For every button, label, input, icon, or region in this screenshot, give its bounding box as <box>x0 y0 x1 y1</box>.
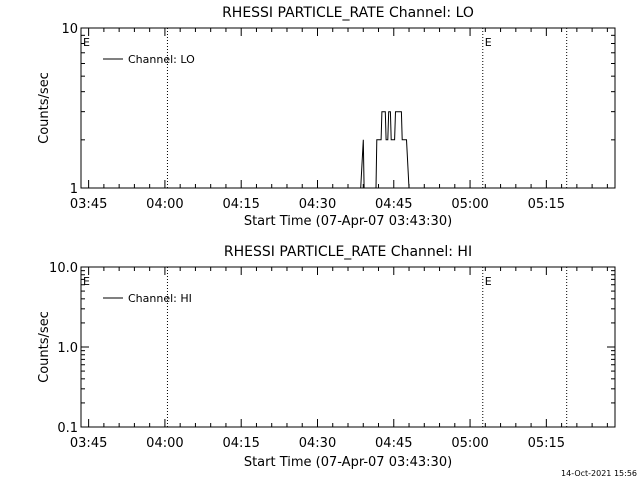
x-tick-label: 03:45 <box>70 197 107 212</box>
x-axis-label: Start Time (07-Apr-07 03:43:30) <box>244 214 452 229</box>
y-tick-label: 1 <box>70 182 78 197</box>
x-tick-label: 05:00 <box>451 436 488 451</box>
plot-frame <box>80 266 616 428</box>
x-tick-label: 05:00 <box>451 197 488 212</box>
plot-timestamp: 14-Oct-2021 15:56 <box>561 469 637 478</box>
y-axis-label: Counts/sec <box>37 311 52 383</box>
chart-title: RHESSI PARTICLE_RATE Channel: LO <box>222 5 474 21</box>
legend-label: Channel: HI <box>128 292 192 305</box>
x-tick-label: 04:30 <box>299 436 336 451</box>
x-tick-label: 04:00 <box>146 436 183 451</box>
event-marker-label: E <box>485 36 492 49</box>
y-axis-label: Counts/sec <box>37 72 52 144</box>
x-tick-label: 04:30 <box>299 197 336 212</box>
x-axis-label: Start Time (07-Apr-07 03:43:30) <box>244 455 452 470</box>
hi-channel-panel: RHESSI PARTICLE_RATE Channel: HI 0.1 1.0 10… <box>37 244 616 470</box>
y-tick-label: 10 <box>61 22 78 37</box>
x-tick-label: 04:15 <box>222 197 259 212</box>
y-tick-label: 10.0 <box>49 261 78 276</box>
legend-label: Channel: LO <box>128 53 195 66</box>
x-tick-label: 05:15 <box>528 197 565 212</box>
x-tick-label: 04:00 <box>146 197 183 212</box>
x-tick-label: 04:45 <box>375 197 412 212</box>
x-tick-label: 04:45 <box>375 436 412 451</box>
event-marker-label: E <box>83 275 90 288</box>
plot-frame <box>80 27 616 189</box>
series-line <box>360 111 410 189</box>
chart-title: RHESSI PARTICLE_RATE Channel: HI <box>224 244 472 260</box>
event-marker-label: E <box>83 36 90 49</box>
y-tick-label: 1.0 <box>57 341 78 356</box>
x-tick-label: 04:15 <box>222 436 259 451</box>
event-marker-label: E <box>485 275 492 288</box>
x-tick-label: 05:15 <box>528 436 565 451</box>
x-tick-label: 03:45 <box>70 436 107 451</box>
lo-channel-panel: RHESSI PARTICLE_RATE Channel: LO 1 10 03:45… <box>37 5 616 229</box>
y-tick-label: 0.1 <box>57 421 78 436</box>
